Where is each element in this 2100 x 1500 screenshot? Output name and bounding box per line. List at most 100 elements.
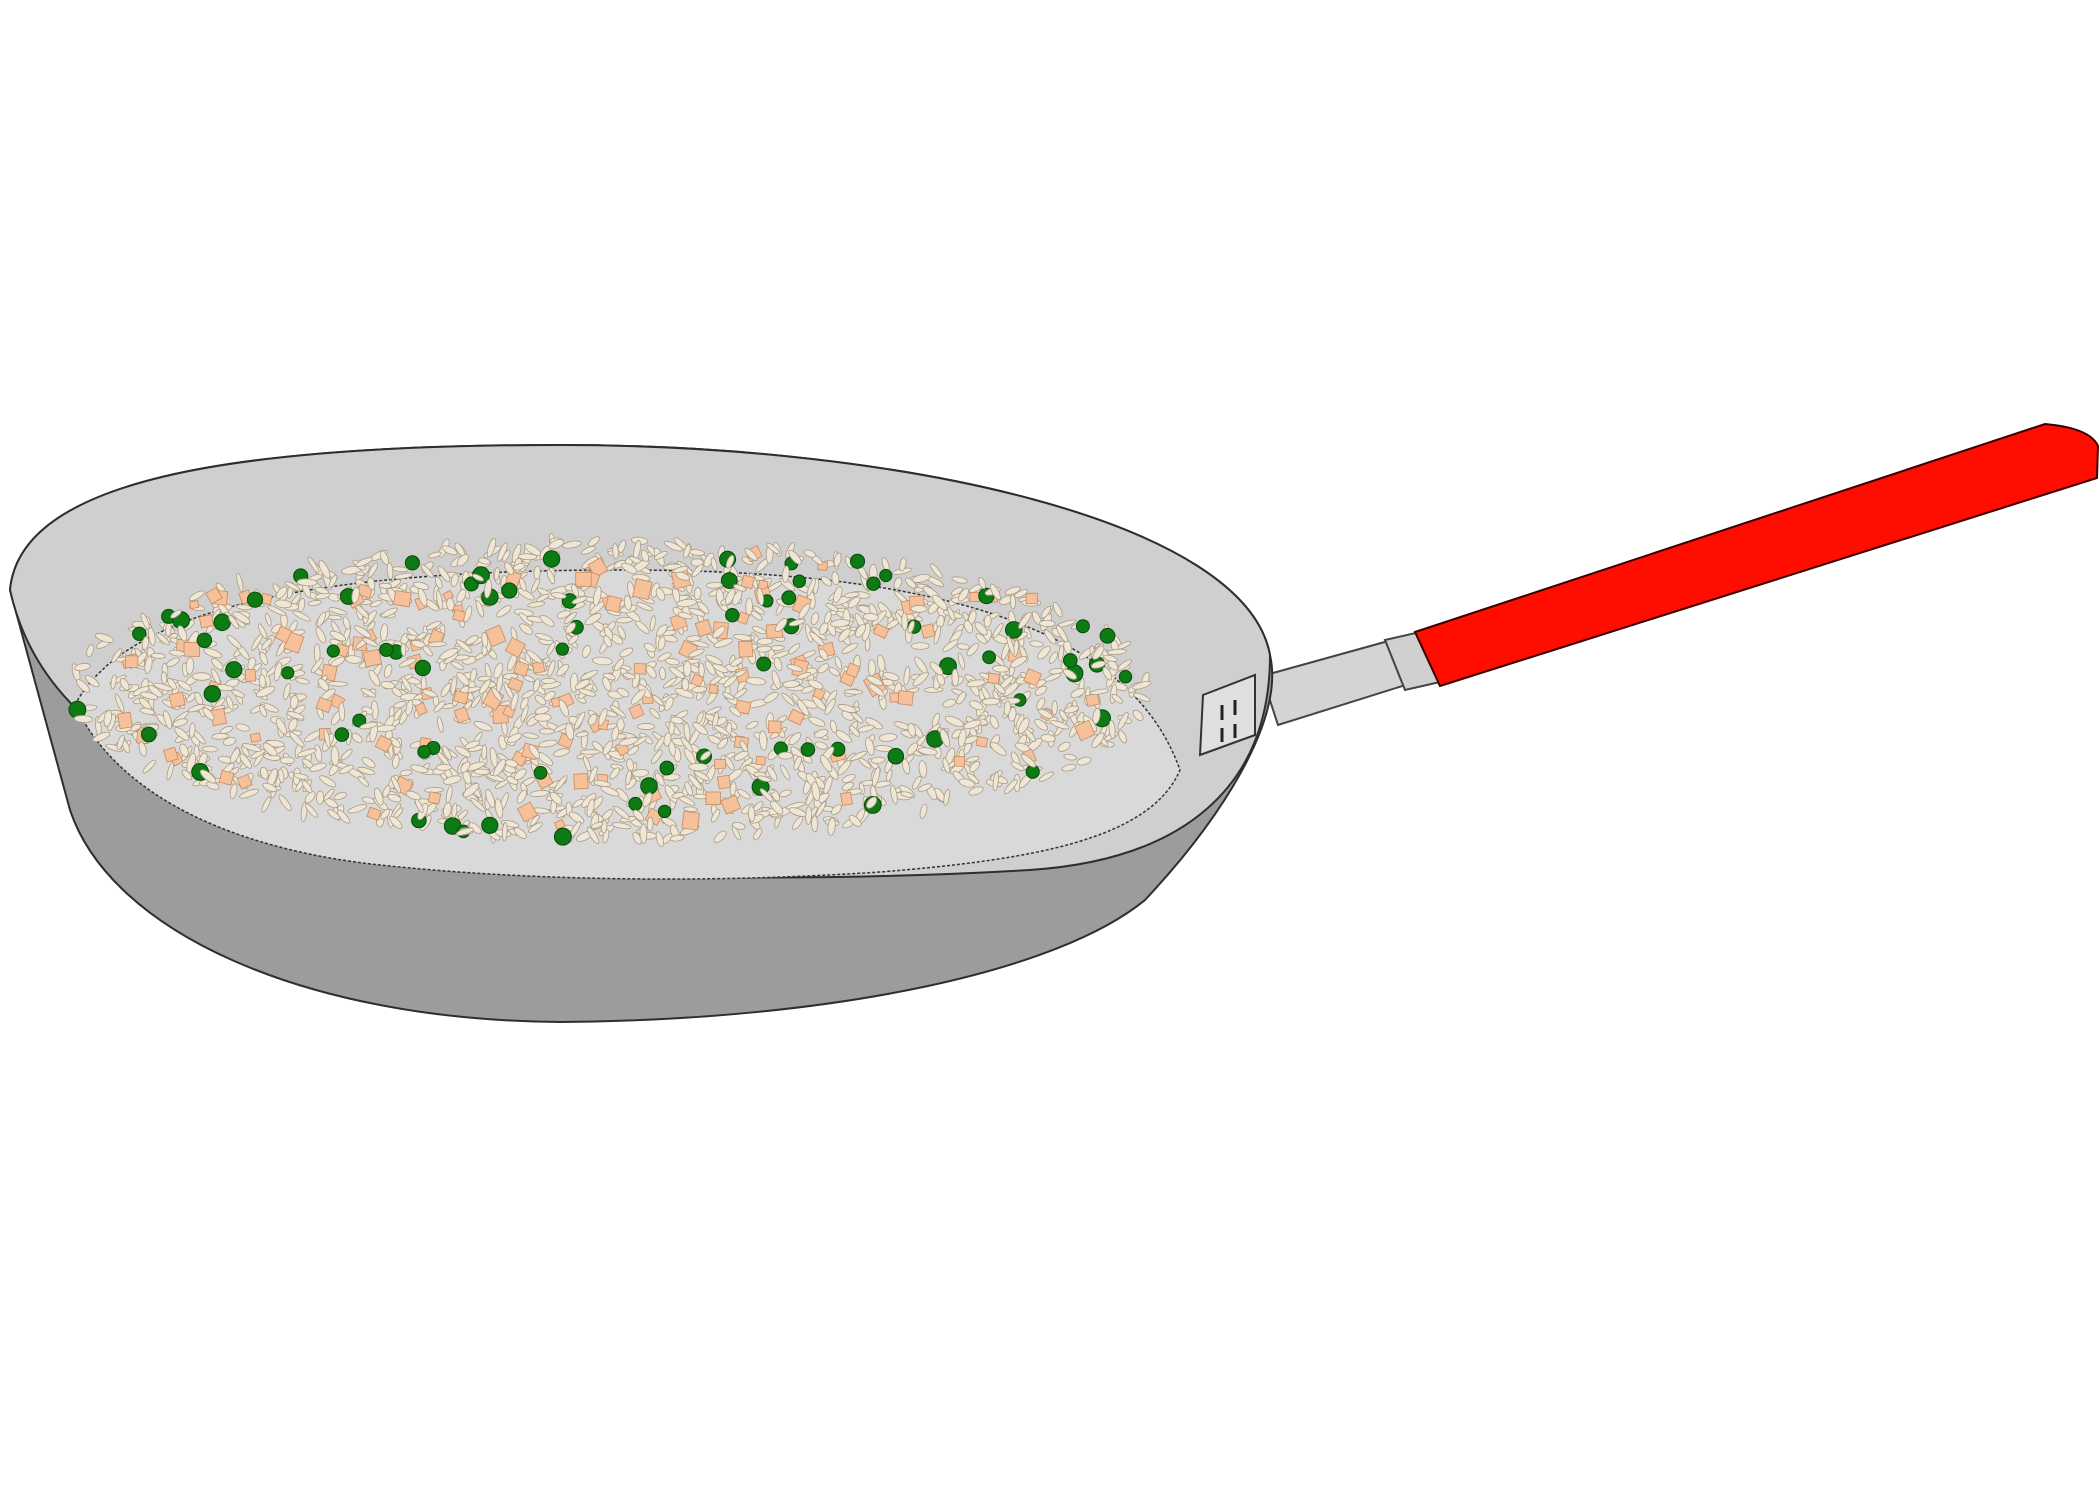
rice-grain xyxy=(664,696,674,711)
rice-grain xyxy=(788,618,806,627)
rice-grain xyxy=(989,583,1001,601)
pea xyxy=(725,608,740,623)
pea xyxy=(887,747,905,765)
rice-grain xyxy=(359,721,378,730)
rice-grain xyxy=(683,660,692,677)
carrot-cube xyxy=(393,590,412,608)
rice-grain xyxy=(342,616,351,630)
rice-grain xyxy=(454,745,471,758)
carrot-cube xyxy=(513,660,530,677)
rice-grain xyxy=(975,633,988,644)
rice-grain xyxy=(1037,708,1053,719)
rice-grain xyxy=(930,563,943,579)
rice-grain xyxy=(643,642,656,653)
rice-grain xyxy=(558,699,570,718)
rice-grain xyxy=(775,617,788,633)
rice-grain xyxy=(401,676,412,693)
rice-grain xyxy=(956,643,970,650)
rice-grain xyxy=(1048,651,1058,664)
rice-grain xyxy=(142,759,156,774)
rice-grain xyxy=(188,722,196,739)
rice-grain xyxy=(676,598,697,608)
carrot-cube xyxy=(236,773,253,790)
carrot-cube xyxy=(315,696,333,714)
rice-grain xyxy=(119,677,130,691)
rice-grain xyxy=(1010,761,1025,772)
rice-grain xyxy=(185,657,195,675)
rice-grain xyxy=(434,576,443,589)
rice-grain xyxy=(989,715,999,729)
pea xyxy=(326,644,340,658)
rice-grain xyxy=(148,627,156,647)
rice-grain xyxy=(759,788,774,803)
rice-grain xyxy=(360,687,377,698)
pea xyxy=(1075,619,1090,634)
rice-grain xyxy=(473,768,491,776)
rice-grain xyxy=(293,773,309,780)
rice-grain xyxy=(170,609,182,619)
rice-grain xyxy=(114,693,125,713)
rice-grain xyxy=(668,666,685,679)
rice-grain xyxy=(943,788,950,806)
rice-grain xyxy=(750,610,763,621)
carrot-cube xyxy=(840,791,854,807)
rice-grain xyxy=(520,697,529,710)
rice-grain xyxy=(393,572,414,580)
rice-grain xyxy=(538,739,558,748)
rice-grain xyxy=(279,756,295,765)
pea xyxy=(542,550,561,568)
rice-grain xyxy=(556,663,570,677)
rice-grain xyxy=(513,827,527,839)
rice-grain xyxy=(527,601,546,608)
pea xyxy=(246,591,264,608)
rice-grain xyxy=(876,654,886,672)
rice-grain xyxy=(357,766,375,775)
rice-grain xyxy=(848,725,860,737)
carrot-cube xyxy=(954,755,965,767)
rice-grain xyxy=(593,780,612,787)
carrot-cube xyxy=(366,806,382,821)
rice-grain xyxy=(710,557,718,572)
rice-grain xyxy=(260,766,269,780)
rice-grain xyxy=(1044,629,1057,645)
pea xyxy=(1005,621,1023,639)
rice-grain xyxy=(73,715,94,723)
carrot-cube xyxy=(249,732,262,743)
rice-grain xyxy=(870,756,886,764)
rice-grain xyxy=(838,628,851,642)
rice-grain xyxy=(379,550,390,565)
rice-grain xyxy=(844,591,860,598)
pea xyxy=(640,777,658,795)
rice-grain xyxy=(613,658,625,672)
rice-grain xyxy=(1089,688,1110,696)
rice-grain xyxy=(423,787,445,793)
rice-grain xyxy=(729,706,742,717)
rice-grain xyxy=(612,543,619,560)
rice-grain xyxy=(906,742,919,756)
rice-grain xyxy=(296,748,317,758)
rice-grain xyxy=(400,642,407,657)
rice-grain xyxy=(493,758,506,777)
rice-grain xyxy=(1117,712,1129,730)
rice-grain xyxy=(315,627,327,644)
rice-grain xyxy=(981,697,1001,706)
rice-grain xyxy=(919,803,928,819)
rice-grain xyxy=(736,788,751,800)
rice-grain xyxy=(405,699,414,716)
rice-grain xyxy=(410,764,429,774)
rice-grain xyxy=(675,571,690,581)
rice-grain xyxy=(706,706,722,715)
carrot-cube xyxy=(274,625,293,644)
pea xyxy=(1063,653,1078,668)
rice-grain xyxy=(456,553,469,567)
rice-grain xyxy=(723,675,738,688)
rice-grain xyxy=(914,656,928,674)
rice-grain xyxy=(304,791,316,804)
rice-grain xyxy=(771,670,781,690)
rice-grain xyxy=(593,585,602,607)
rice-grain xyxy=(1039,619,1056,628)
rice-grain xyxy=(578,688,597,697)
rice-grain xyxy=(437,716,444,733)
rice-grain xyxy=(855,623,867,638)
rice-grain xyxy=(553,748,570,757)
